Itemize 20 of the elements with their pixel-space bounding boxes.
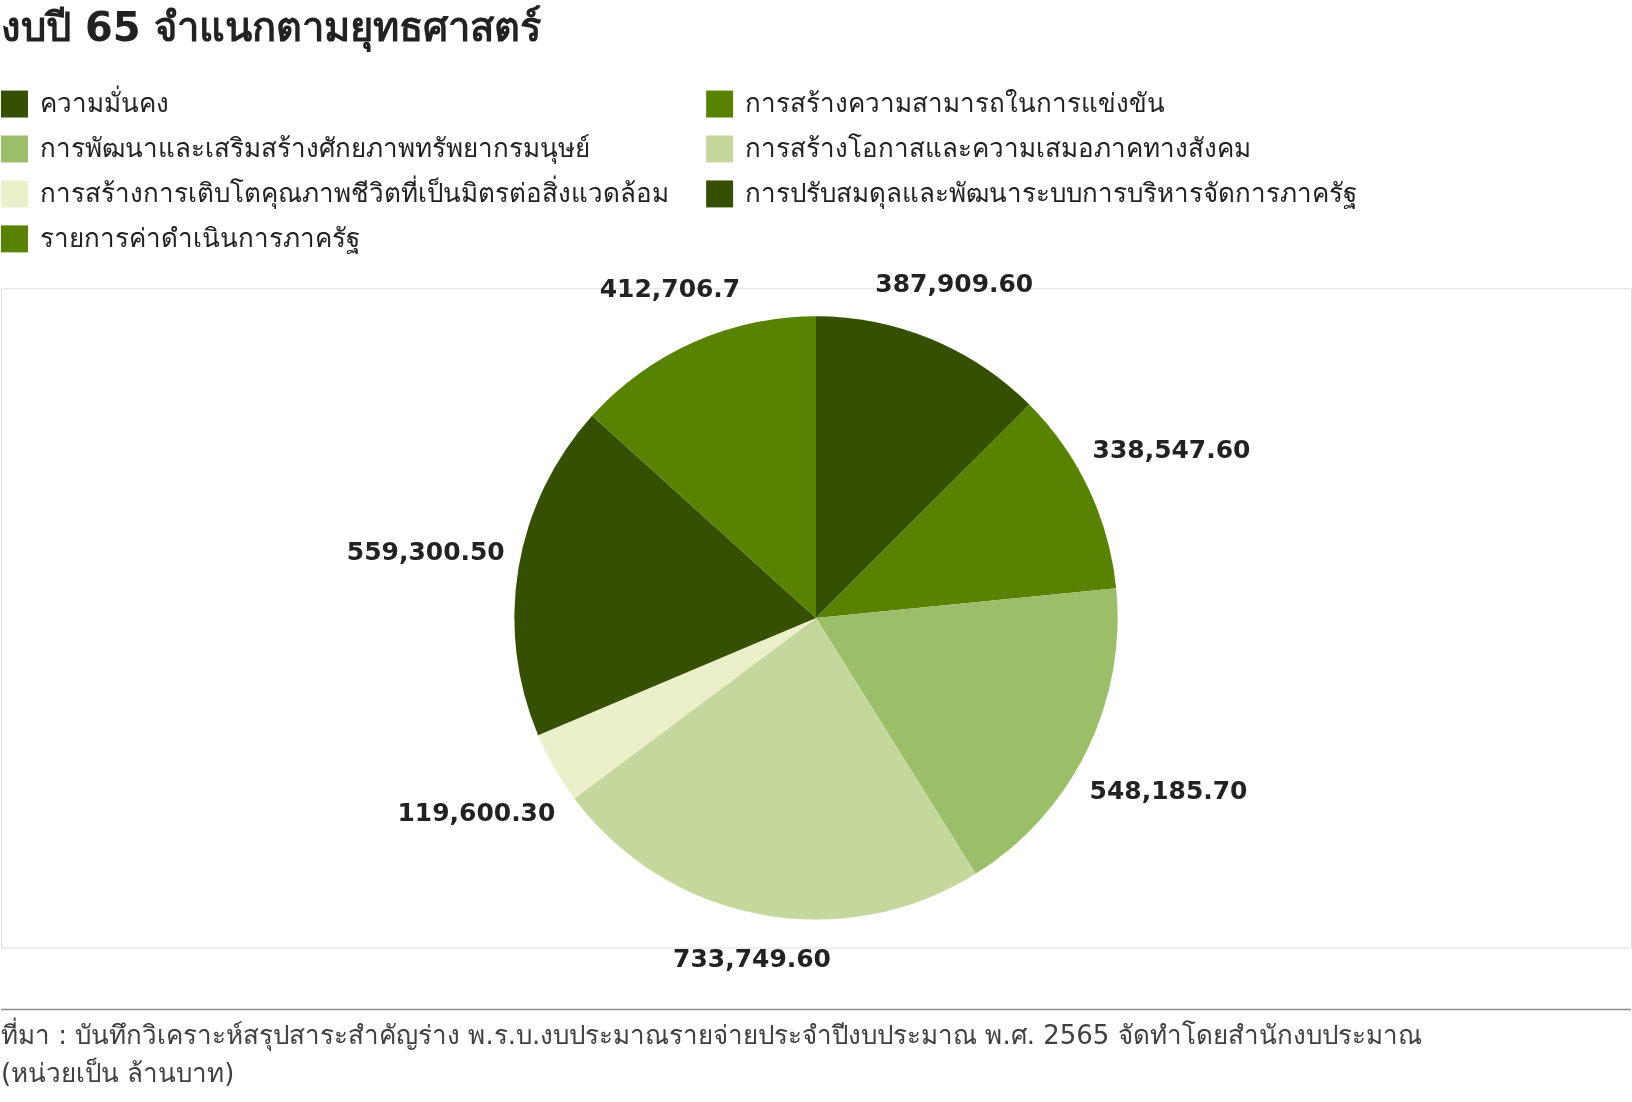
data-label: 338,547.60 [1092,434,1251,464]
legend-label: การสร้างการเติบโตคุณภาพชีวิตที่เป็นมิตรต่อสิ่งแวดล้อม [39,174,669,209]
pie-slice [574,617,976,919]
pie-slice [538,617,816,799]
data-label: 559,300.50 [346,536,505,566]
data-label: 412,706.7 [599,274,741,304]
pie-slice [514,415,816,736]
data-label: 733,749.60 [673,943,831,973]
legend-label: การสร้างโอกาสและความเสมอภาคทางสังคม [745,132,1252,163]
chart-title: งบปี 65 จำแนกตามยุทธศาสตร์ [1,3,543,53]
legend-label: การสร้างความสามารถในการแข่งขัน [745,88,1166,119]
data-label: 548,185.70 [1089,776,1248,806]
data-label: 387,909.60 [875,269,1034,299]
legend-label: ความมั่นคง [39,85,169,119]
text: ที่มา : บันทึกวิเคราะห์สรุปสาระสำคัญร่าง พ.ร.บ.งบประมาณรายจ่ายประจำปีงบประมาณ พ.ศ. 2565 จัดทำโดยสำนักงบประมาณ (หน่วยเป็น ล้านบาท) [1,1017,1422,1089]
legend-label: รายการค่าดำเนินการภาครัฐ [39,222,360,254]
data-label: 119,600.30 [397,797,556,827]
pie-slice [816,316,1030,618]
legend-label: การปรับสมดุลและพัฒนาระบบการบริหารจัดการภาครัฐ [745,177,1358,209]
legend-label: การพัฒนาและเสริมสร้างศักยภาพทรัพยากรมนุษย์ [39,132,590,164]
